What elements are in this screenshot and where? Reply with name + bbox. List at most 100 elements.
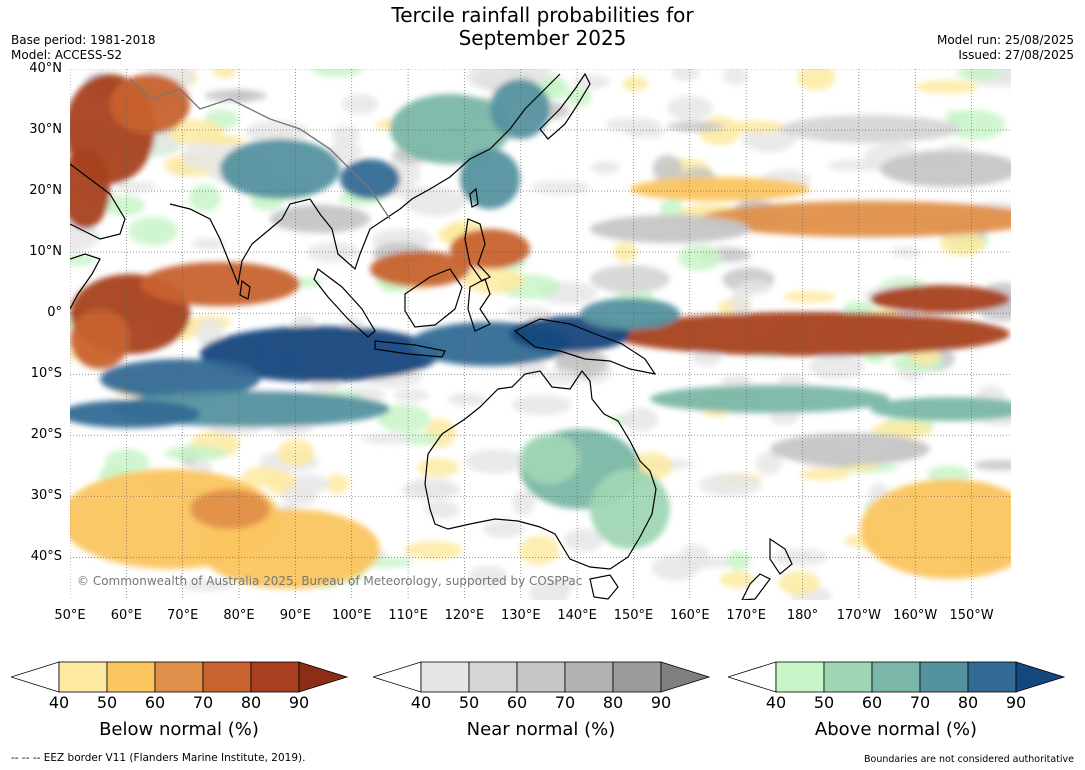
near-patch-4 [270,205,370,233]
field-speckle [468,565,508,587]
field-speckle [531,180,590,195]
lon-label: 180° [786,608,819,623]
colorbar-tick: 60 [144,693,166,712]
colorbar-tick: 50 [96,693,118,712]
colorbar-label: Near normal (%) [466,719,616,740]
colorbar-segment [871,661,921,693]
colorbar-segment [106,661,156,693]
colorbar-below [11,661,351,695]
colorbar-segment [516,661,566,693]
lon-label: 170°W [836,608,881,623]
below-eq-io-3 [70,309,130,369]
near-patch-5 [780,115,960,143]
lon-label: 140°E [557,608,597,623]
lon-label: 130°E [501,608,541,623]
field-speckle [482,519,525,538]
colorbar-above [728,661,1068,695]
field-speckle [306,242,359,263]
lat-label: 20°N [29,183,62,199]
field-speckle [591,160,620,174]
colorbar-segment [202,661,252,693]
above-aus-3 [590,469,670,549]
field-speckle [128,216,178,246]
lat-label: 0° [47,305,62,321]
disclaimer: Boundaries are not considered authoritat… [864,754,1074,765]
field-speckle [722,67,749,85]
lon-label: 150°W [949,608,994,623]
field-speckle [341,93,379,115]
field-speckle [782,290,837,303]
field-speckle [666,121,724,132]
field-speckle [549,578,575,592]
field-speckle [563,528,604,552]
field-speckle [871,421,932,439]
colorbar-segment [468,661,518,693]
below-npac-2 [630,177,810,201]
field-speckle [671,65,700,82]
field-speckle [736,280,772,295]
colorbar-tick: 50 [458,693,480,712]
above-aus-2 [520,434,580,484]
colorbar-tick: 90 [1005,693,1027,712]
coastlines [69,72,793,601]
philippines-coast [464,218,491,282]
above-bob [220,139,340,199]
new-guinea-coast [513,318,657,375]
field-speckle [956,65,1001,81]
lon-label: 100°E [331,608,372,623]
field-speckle [242,466,285,487]
copyright-notice: © Commonwealth of Australia 2025, Bureau… [77,574,583,588]
probability-field [43,56,1040,608]
below-sio-2 [200,509,380,589]
colorbar-max-arrow [298,661,349,693]
colorbar-segment [823,661,873,693]
field-speckle [404,187,466,217]
field-speckle [651,554,700,581]
rainfall-map [43,56,1040,608]
colorbar-tick: 40 [410,693,432,712]
colorbar-segment [612,661,662,693]
field-speckle [698,473,762,497]
lon-label: 80°E [223,608,255,623]
field-speckle [843,300,875,316]
africa-horn-coast [69,253,101,310]
below-arabia-3 [60,149,110,229]
field-speckle [890,246,922,258]
lon-label: 70°E [167,608,199,623]
above-eio-2 [100,359,260,399]
lon-label: 170°E [726,608,766,623]
colorbar-tick: 40 [765,693,787,712]
lon-label: 60°E [110,608,142,623]
above-eio [200,326,440,382]
field-speckle [464,449,526,474]
field-speckle [195,318,224,347]
below-sio-3 [190,489,270,529]
field-speckle [404,540,463,560]
field-speckle [622,407,659,432]
australia-coast [424,369,657,570]
colorbar-tick: 50 [813,693,835,712]
graticule [69,68,1011,600]
lon-label: 120°E [444,608,485,623]
colorbar-tick: 90 [288,693,310,712]
lon-label: 150°E [613,608,654,623]
above-sio-band-2 [60,400,200,428]
field-speckle [725,551,751,571]
field-speckle [466,63,506,90]
field-speckle [797,64,836,91]
field-speckle [403,432,439,445]
field-speckle [229,90,255,103]
field-speckle [720,374,753,389]
field-speckle [604,117,661,133]
lat-label: 30°S [30,488,62,504]
japan-coast [539,72,591,140]
field-speckle [101,195,146,216]
sulawesi-coast [467,278,491,332]
field-speckle [196,134,246,145]
field-speckle [511,394,572,416]
java-coast [374,340,446,358]
near-patch-1 [590,215,750,243]
field-speckle [277,439,315,467]
field-speckle [927,465,971,483]
field-speckle [325,473,350,494]
